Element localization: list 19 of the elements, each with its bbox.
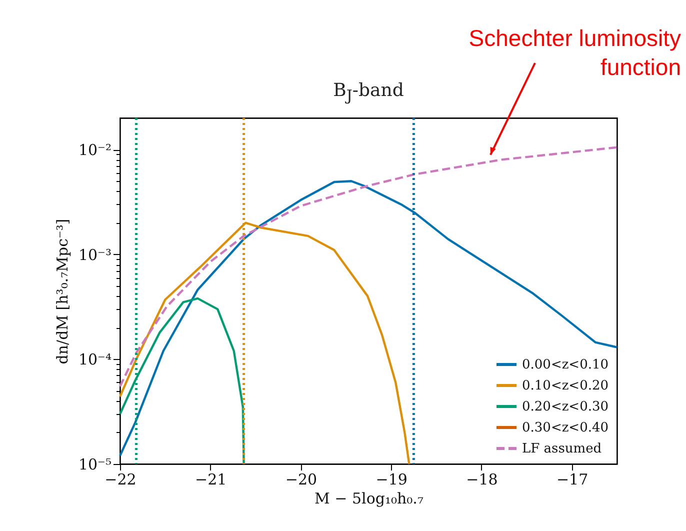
y-axis-title: dn/dM [h³₀.₇Mpc⁻³] xyxy=(53,218,72,364)
legend-label: 0.30<z<0.40 xyxy=(522,420,609,436)
legend-label: LF assumed xyxy=(522,442,602,456)
x-axis-title: M − 5log₁₀h₀.₇ xyxy=(314,490,424,508)
annotation: Schechter luminosity function xyxy=(468,25,682,80)
x-tick-label: −17 xyxy=(556,470,588,488)
x-tick-label: −18 xyxy=(466,470,498,488)
y-tick-label: 10⁻⁴ xyxy=(78,350,112,369)
y-tick-label: 10⁻⁵ xyxy=(78,456,112,474)
x-tick-label: −22 xyxy=(104,470,136,488)
x-tick-label: −19 xyxy=(376,470,408,488)
chart-title: B$_{J}$-band xyxy=(332,80,405,105)
y-tick-label: 10⁻² xyxy=(78,141,112,160)
x-tick-label: −21 xyxy=(195,470,227,488)
x-tick-label: −20 xyxy=(285,470,318,488)
legend-label: 0.10<z<0.20 xyxy=(522,378,609,394)
legend-label: 0.20<z<0.30 xyxy=(522,400,609,414)
legend-label: 0.00<z<0.10 xyxy=(522,358,609,372)
y-tick-label: 10⁻³ xyxy=(78,246,112,264)
